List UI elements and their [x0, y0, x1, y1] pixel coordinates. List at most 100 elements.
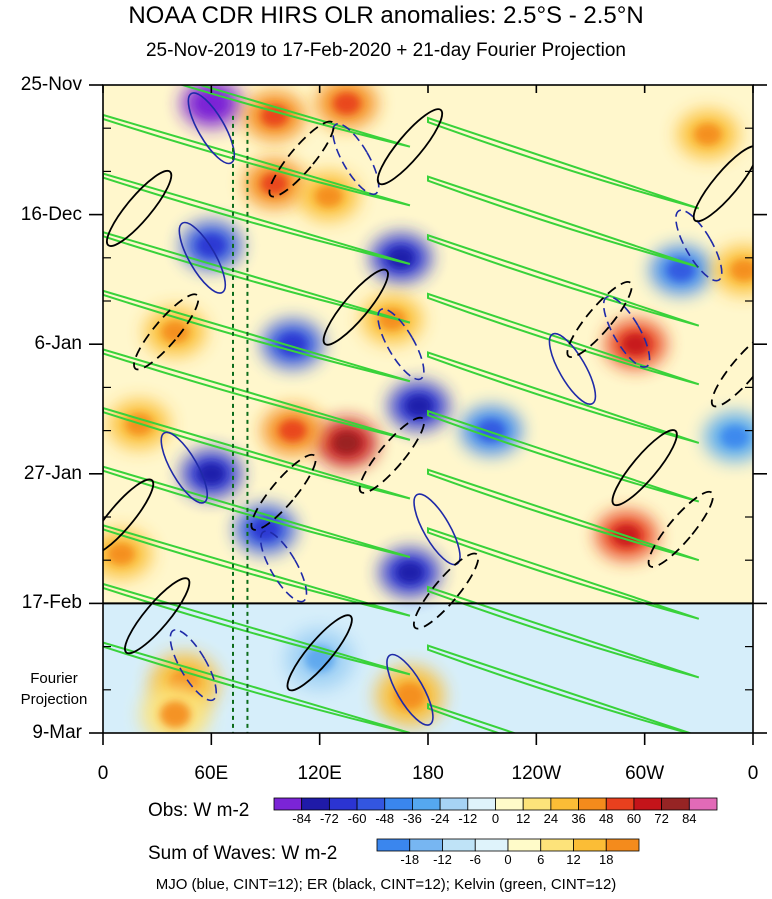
obs-colorbar-tick-label: -60 — [347, 811, 367, 826]
obs-colorbar-swatch — [661, 797, 690, 811]
obs-colorbar-swatch — [439, 797, 469, 811]
er-wave-contour — [611, 429, 678, 507]
obs-colorbar-tick-label: -48 — [375, 811, 395, 826]
obs-colorbar-swatch — [328, 797, 358, 811]
anomaly-blob-core — [197, 234, 225, 257]
anomaly-blob-core — [730, 259, 753, 281]
mjo-wave-contour — [377, 308, 425, 381]
y-tick-label: 6-Jan — [34, 333, 82, 355]
obs-colorbar-swatch — [605, 797, 635, 811]
x-tick-label: 0 — [97, 763, 109, 784]
mjo-wave-contour — [187, 92, 236, 165]
waves-colorbar-tick-label: 6 — [537, 852, 545, 867]
mjo-wave-contour — [386, 653, 434, 726]
mjo-wave-contour — [178, 221, 227, 294]
kelvin-wave-contour — [427, 702, 518, 733]
kelvin-wave-contour — [427, 527, 700, 620]
er-wave-contour — [376, 108, 444, 186]
chart-subtitle: 25-Nov-2019 to 17-Feb-2020 + 21-day Four… — [145, 40, 627, 61]
x-tick-label: 120W — [511, 763, 562, 784]
obs-colorbar-swatch — [550, 797, 579, 811]
obs-colorbar-swatch — [578, 797, 607, 811]
kelvin-wave-contour — [427, 292, 700, 386]
waves-colorbar-tick-label: -18 — [400, 852, 420, 867]
mjo-wave-contour — [332, 123, 380, 196]
waves-colorbar-tick-label: 12 — [566, 852, 581, 867]
waves-colorbar-label: Sum of Waves: W m-2 — [148, 843, 338, 864]
obs-colorbar-label: Obs: W m-2 — [148, 800, 250, 821]
kelvin-wave-contour — [427, 468, 700, 562]
obs-colorbar-swatch — [301, 797, 330, 811]
y-tick-label: 17-Feb — [21, 592, 82, 614]
obs-colorbar-swatch — [273, 797, 303, 811]
chart-title: NOAA CDR HIRS OLR anomalies: 2.5°S - 2.5… — [128, 2, 644, 29]
obs-colorbar-swatch — [522, 797, 552, 811]
obs-colorbar-swatch — [633, 797, 663, 811]
obs-colorbar-swatch — [356, 797, 386, 811]
anomaly-blob-core — [333, 92, 361, 115]
obs-colorbar-swatch — [495, 797, 524, 811]
er-wave-contour — [566, 281, 633, 358]
y-tick-label: 25-Nov — [20, 74, 82, 95]
waves-colorbar-swatch — [442, 838, 476, 852]
kelvin-wave-contour — [103, 524, 411, 617]
anomaly-blob-core — [252, 518, 279, 541]
y-tick-label: 27-Jan — [23, 462, 82, 484]
mjo-wave-contour — [602, 295, 651, 368]
er-wave-contour — [322, 268, 389, 346]
anomaly-blob-core — [405, 395, 433, 417]
kelvin-wave-contour — [103, 113, 411, 207]
waves-colorbar-tick-label: 0 — [504, 852, 512, 867]
obs-colorbar-tick-label: -12 — [458, 811, 478, 826]
er-wave-contour — [124, 577, 191, 655]
projection-label: Fourier — [30, 670, 78, 687]
anomaly-blob-core — [159, 700, 191, 728]
waves-colorbar-swatch — [376, 838, 411, 852]
obs-colorbar-tick-label: 72 — [654, 811, 669, 826]
mjo-wave-contour — [160, 431, 209, 504]
er-wave-contour — [710, 330, 753, 408]
x-tick-label: 120E — [297, 763, 342, 784]
obs-colorbar-tick-label: -84 — [292, 811, 312, 826]
mjo-wave-contour — [548, 332, 597, 405]
anomaly-blob-core — [694, 123, 722, 146]
er-wave-contour — [692, 145, 753, 223]
er-wave-contour — [412, 552, 480, 630]
anomaly-blob-core — [721, 425, 749, 448]
obs-colorbar-tick-label: -36 — [403, 811, 422, 826]
anomaly-blob-core — [161, 321, 189, 343]
anomaly-blob-core — [333, 432, 361, 454]
waves-colorbar-swatch — [507, 838, 542, 852]
obs-colorbar-swatch — [384, 797, 413, 811]
x-tick-label: 0 — [747, 763, 759, 784]
obs-colorbar-tick-label: 12 — [515, 811, 531, 826]
y-tick-label: 9-Mar — [32, 722, 82, 743]
obs-colorbar-tick-label: 84 — [682, 811, 697, 826]
obs-colorbar-swatch — [412, 797, 441, 811]
mjo-wave-contour — [675, 209, 723, 282]
obs-colorbar-tick-label: 60 — [626, 811, 642, 826]
obs-colorbar-tick-label: -72 — [319, 811, 339, 826]
er-wave-contour — [286, 614, 353, 692]
x-tick-label: 180 — [412, 763, 444, 784]
kelvin-wave-contour — [103, 172, 411, 265]
obs-colorbar-swatch — [467, 797, 496, 811]
er-wave-contour — [103, 478, 155, 556]
obs-colorbar-tick-label: 48 — [599, 811, 614, 826]
er-wave-contour — [106, 169, 173, 247]
er-wave-contour — [250, 453, 317, 531]
er-wave-contour — [647, 490, 714, 568]
wave-legend-footer: MJO (blue, CINT=12); ER (black, CINT=12)… — [155, 876, 617, 893]
obs-colorbar-tick-label: 0 — [491, 811, 500, 826]
kelvin-wave-contour — [427, 116, 700, 210]
kelvin-wave-contour — [427, 644, 693, 733]
anomaly-blob-core — [261, 172, 289, 195]
mjo-wave-contour — [259, 530, 308, 603]
x-tick-label: 60E — [194, 763, 229, 784]
anomaly-blob-core — [107, 543, 135, 565]
mjo-wave-contour — [169, 629, 218, 702]
obs-colorbar-swatch — [688, 797, 718, 811]
waves-colorbar-swatch — [474, 838, 509, 852]
anomaly-blob-core — [378, 308, 406, 331]
